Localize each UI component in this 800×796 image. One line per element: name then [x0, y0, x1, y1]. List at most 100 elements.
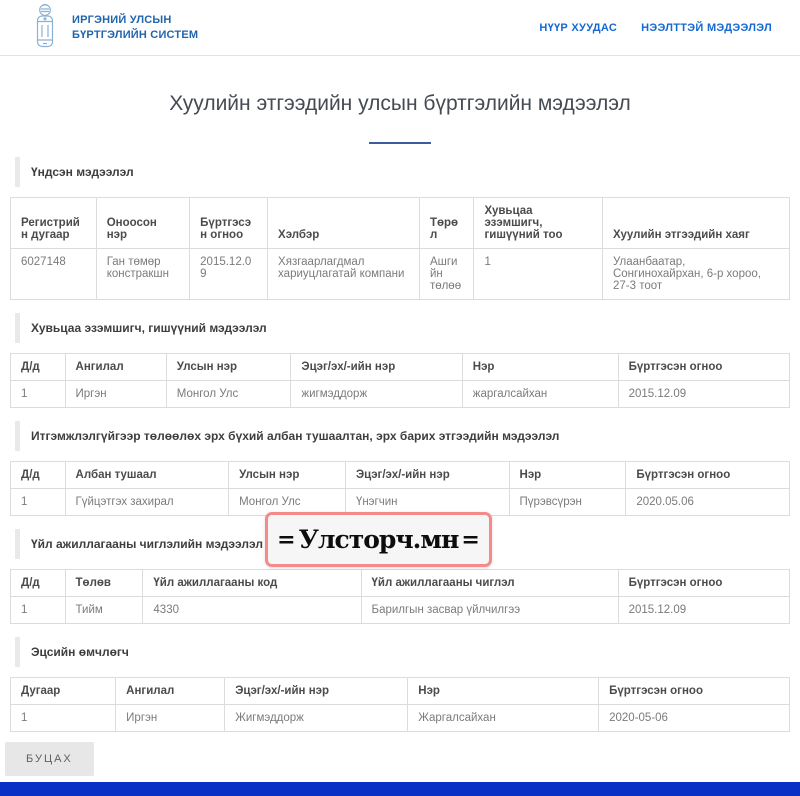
- column-header: Төлөв: [64, 569, 144, 597]
- table-cell: Барилгын засвар үйлчилгээ: [360, 596, 619, 624]
- column-header: Үйл ажиллагааны чиглэл: [360, 569, 619, 597]
- table-header-row: Д/д Ангилал Улсын нэр Эцэг/эх/-ийн нэр Нэр Бү…: [10, 353, 791, 381]
- table-cell: 1: [9, 704, 117, 732]
- table-row: 6027148 Ган төмөр констракшн 2015.12.09 Хяз…: [10, 248, 791, 300]
- table-cell: Жигмэддорж: [224, 704, 409, 732]
- back-button[interactable]: БУЦАХ: [5, 742, 94, 776]
- column-header: Улсын нэр: [228, 461, 346, 489]
- column-header: Эцэг/эх/-ийн нэр: [290, 353, 463, 381]
- table-cell: 2015.12.09: [189, 248, 269, 300]
- table-cell: 2020-05-06: [598, 704, 790, 732]
- table-header-row: Д/д Албан тушаал Улсын нэр Эцэг/эх/-ийн нэр…: [10, 461, 790, 489]
- column-header: Бүртгэсэн огноо: [625, 461, 790, 489]
- column-header: Оноосон нэр: [95, 197, 191, 249]
- table-cell: Иргэн: [115, 704, 226, 732]
- column-header: Нэр: [407, 677, 600, 705]
- data-table: Регистрийн дугаар Оноосон нэр Бүртгэсэн ог…: [10, 197, 791, 300]
- column-header: Регистрийн дугаар: [10, 197, 97, 249]
- column-header: Ангилал: [115, 677, 226, 705]
- data-table: Д/д Төлөв Үйл ажиллагааны код Үйл ажиллагаа…: [10, 569, 791, 624]
- column-header: Нэр: [461, 353, 619, 381]
- table-cell: Улаанбаатар, Сонгинохайрхан, 6-р хороо, …: [601, 248, 791, 300]
- table-cell: Ашгийн төлөө: [418, 248, 475, 300]
- column-header: Улсын нэр: [165, 353, 292, 381]
- column-header: Д/д: [10, 569, 66, 597]
- top-navigation: НҮҮР ХУУДАС НЭЭЛТТЭЙ МЭДЭЭЛЭЛ: [539, 22, 772, 34]
- nav-open-data-link[interactable]: НЭЭЛТТЭЙ МЭДЭЭЛЭЛ: [641, 21, 772, 34]
- table-cell: Ган төмөр констракшн: [95, 248, 191, 300]
- table-header-row: Дугаар Ангилал Эцэг/эх/-ийн нэр Нэр Бүртгэсэ…: [9, 677, 790, 705]
- table-cell: 1: [10, 380, 66, 408]
- watermark-text: Улсторч.мн: [298, 525, 460, 554]
- section-2: Хувьцаа эзэмшигч, гишүүний мэдээлэл Д/д Ан…: [10, 313, 791, 408]
- section-title: Хувьцаа эзэмшигч, гишүүний мэдээлэл: [15, 313, 786, 343]
- table-cell: Тийм: [64, 596, 144, 624]
- data-table: Дугаар Ангилал Эцэг/эх/-ийн нэр Нэр Бүртгэсэ…: [9, 677, 790, 732]
- table-header-row: Д/д Төлөв Үйл ажиллагааны код Үйл ажиллагаа…: [10, 569, 791, 597]
- table-cell: 2015.12.09: [617, 596, 791, 624]
- app-title: ИРГЭНИЙ УЛСЫН БҮРТГЭЛИЙН СИСТЕМ: [72, 13, 198, 43]
- column-header: Бүртгэсэн огноо: [598, 677, 790, 705]
- column-header: Төрөл: [418, 197, 475, 249]
- table-cell: 2015.12.09: [617, 380, 791, 408]
- table-cell: Монгол Улс: [228, 488, 346, 516]
- column-header: Нэр: [508, 461, 627, 489]
- section-title: Үндсэн мэдээлэл: [15, 157, 786, 187]
- section-4: Үйл ажиллагааны чиглэлийн мэдээлэл Д/д Төл…: [10, 529, 791, 624]
- brand: ИРГЭНИЙ УЛСЫН БҮРТГЭЛИЙН СИСТЕМ: [30, 2, 198, 53]
- table-cell: 1: [10, 488, 66, 516]
- column-header: Үйл ажиллагааны код: [142, 569, 362, 597]
- watermark-flank-left: =: [277, 526, 296, 553]
- table-row: 1 Иргэн Жигмэддорж Жаргалсайхан 2020-05-06: [9, 704, 790, 732]
- column-header: Д/д: [10, 353, 66, 381]
- column-header: Д/д: [10, 461, 66, 489]
- section-title: Эцсийн өмчлөгч: [15, 637, 786, 667]
- data-table: Д/д Ангилал Улсын нэр Эцэг/эх/-ийн нэр Нэр Бү…: [10, 353, 791, 408]
- sections-container: Үндсэн мэдээлэл Регистрийн дугаар Оноосон …: [0, 157, 800, 732]
- column-header: Ангилал: [64, 353, 167, 381]
- column-header: Хувьцаа эзэмшигч, гишүүний тоо: [473, 197, 603, 249]
- column-header: Бүртгэсэн огноо: [189, 197, 269, 249]
- top-header: ИРГЭНИЙ УЛСЫН БҮРТГЭЛИЙН СИСТЕМ НҮҮР ХУУ…: [0, 0, 800, 56]
- column-header: Албан тушаал: [64, 461, 230, 489]
- table-cell: Иргэн: [64, 380, 167, 408]
- column-header: Дугаар: [9, 677, 117, 705]
- column-header: Бүртгэсэн огноо: [617, 569, 791, 597]
- table-cell: жигмэддорж: [290, 380, 463, 408]
- table-cell: Хязгаарлагдмал хариуцлагатай компани: [267, 248, 420, 300]
- state-seal-logo-icon: [30, 2, 60, 53]
- table-cell: жаргалсайхан: [461, 380, 619, 408]
- section-title: Үйл ажиллагааны чиглэлийн мэдээлэл: [15, 529, 786, 559]
- table-cell: 2020.05.06: [625, 488, 790, 516]
- column-header: Эцэг/эх/-ийн нэр: [224, 677, 409, 705]
- title-underline-divider: [369, 142, 431, 144]
- table-cell: Монгол Улс: [165, 380, 292, 408]
- footer-bar: [0, 782, 800, 796]
- table-row: 1 Гүйцэтгэх захирал Монгол Улс Үнэгчин Пүрэв…: [10, 488, 790, 516]
- table-cell: Жаргалсайхан: [407, 704, 600, 732]
- table-cell: Пүрэвсүрэн: [508, 488, 627, 516]
- app-title-line2: БҮРТГЭЛИЙН СИСТЕМ: [72, 28, 199, 41]
- section-5: Эцсийн өмчлөгч Дугаар Ангилал Эцэг/эх/-ийн …: [9, 637, 790, 732]
- table-header-row: Регистрийн дугаар Оноосон нэр Бүртгэсэн ог…: [10, 197, 791, 249]
- table-row: 1 Тийм 4330 Барилгын засвар үйлчилгээ 2015.1…: [10, 596, 791, 624]
- column-header: Эцэг/эх/-ийн нэр: [344, 461, 510, 489]
- app-title-line1: ИРГЭНИЙ УЛСЫН: [72, 13, 172, 26]
- table-cell: 1: [473, 248, 603, 300]
- table-row: 1 Иргэн Монгол Улс жигмэддорж жаргалсайхан 20…: [10, 380, 791, 408]
- data-table: Д/д Албан тушаал Улсын нэр Эцэг/эх/-ийн нэр…: [10, 461, 790, 516]
- nav-home-link[interactable]: НҮҮР ХУУДАС: [539, 21, 618, 34]
- watermark-flank-right: =: [461, 526, 480, 553]
- column-header: Бүртгэсэн огноо: [617, 353, 791, 381]
- table-cell: 6027148: [10, 248, 97, 300]
- table-cell: 4330: [142, 596, 362, 624]
- section-3: Итгэмжлэлгүйгээр төлөөлөх эрх бүхий алба…: [10, 421, 790, 516]
- watermark-stamp: = Улсторч.мн =: [265, 512, 492, 567]
- section-title: Итгэмжлэлгүйгээр төлөөлөх эрх бүхий алба…: [15, 421, 786, 451]
- table-cell: Гүйцэтгэх захирал: [64, 488, 230, 516]
- section-1: Үндсэн мэдээлэл Регистрийн дугаар Оноосон …: [10, 157, 791, 300]
- column-header: Хэлбэр: [267, 197, 420, 249]
- column-header: Хуулийн этгээдийн хаяг: [601, 197, 791, 249]
- table-cell: 1: [10, 596, 66, 624]
- page-title: Хуулийн этгээдийн улсын бүртгэлийн мэдээ…: [169, 92, 631, 115]
